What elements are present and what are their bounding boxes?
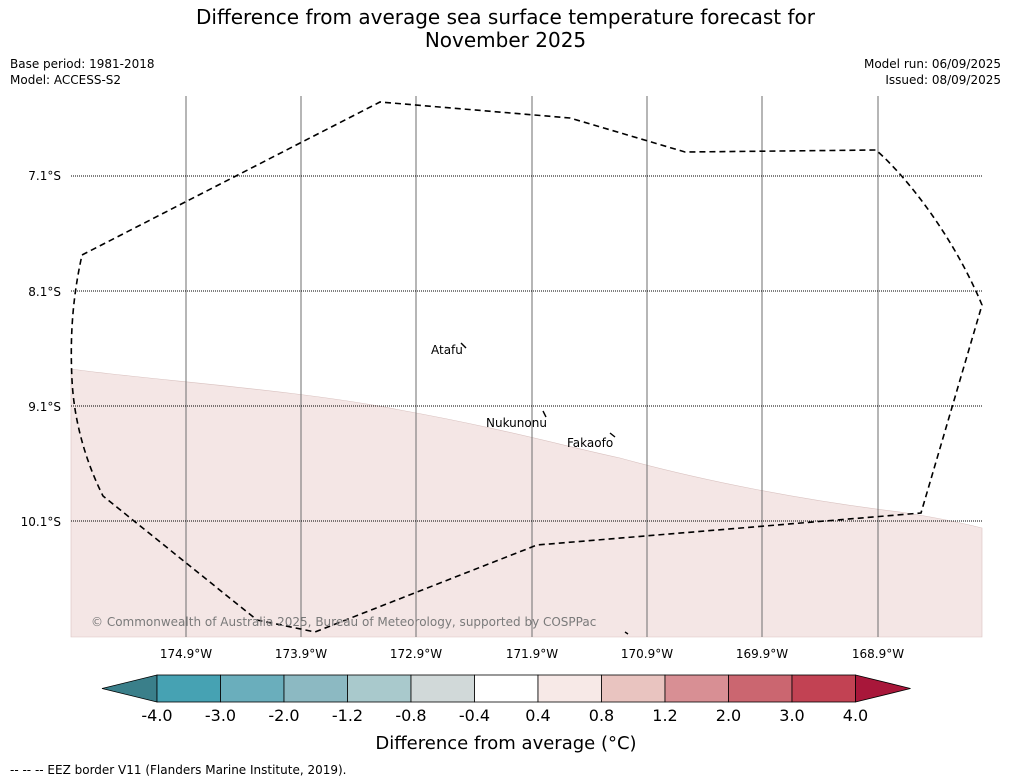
lon-label: 171.9°W xyxy=(506,647,558,661)
colorbar-tick-label: 1.2 xyxy=(652,706,677,725)
colorbar-segment xyxy=(410,674,475,703)
colorbar-segment xyxy=(537,674,602,703)
island-marks xyxy=(460,342,629,635)
title-line-1: Difference from average sea surface temp… xyxy=(195,5,815,29)
colorbar-tick-label: 4.0 xyxy=(843,706,868,725)
colorbar-labels: -4.0 -3.0 -2.0 -1.2 -0.8 -0.4 0.4 0.8 1.2 2.0 3.0 4… xyxy=(141,706,868,725)
colorbar-segment xyxy=(601,674,666,703)
colorbar-tick-label: -0.4 xyxy=(459,706,490,725)
meta-right: Model run: 06/09/2025 Issued: 08/09/2025 xyxy=(864,56,1001,88)
colorbar-segment xyxy=(220,674,285,703)
title-line-2: November 2025 xyxy=(424,28,587,52)
colorbar-title: Difference from average (°C) xyxy=(375,733,636,754)
colorbar-tick-label: -0.8 xyxy=(395,706,426,725)
footer-eez-note: -- -- -- EEZ border V11 (Flanders Marine… xyxy=(10,763,347,777)
lon-label: 168.9°W xyxy=(852,647,904,661)
colorbar xyxy=(101,674,911,703)
anomaly-fill-region xyxy=(70,368,983,638)
swains-mark xyxy=(624,631,629,635)
base-period: Base period: 1981-2018 xyxy=(10,57,155,71)
island-label-fakaofo: Fakaofo xyxy=(567,436,613,450)
lat-label: 9.1°S xyxy=(28,400,61,414)
lon-label: 172.9°W xyxy=(390,647,442,661)
fakaofo-mark xyxy=(609,432,616,438)
copyright-text: © Commonwealth of Australia 2025, Bureau… xyxy=(91,615,596,629)
latitude-labels: 7.1°S 8.1°S 9.1°S 10.1°S xyxy=(21,169,61,529)
colorbar-tick-label: -2.0 xyxy=(268,706,299,725)
lat-label: 7.1°S xyxy=(28,169,61,183)
island-label-nukunonu: Nukunonu xyxy=(486,416,547,430)
island-label-atafu: Atafu xyxy=(431,343,463,357)
colorbar-segment xyxy=(156,674,221,703)
colorbar-extend-low xyxy=(101,674,158,703)
colorbar-segment xyxy=(474,674,539,703)
colorbar-segment xyxy=(283,674,348,703)
colorbar-tick-label: -3.0 xyxy=(205,706,236,725)
meta-left: Base period: 1981-2018 Model: ACCESS-S2 xyxy=(10,56,155,88)
colorbar-tick-label: 3.0 xyxy=(779,706,804,725)
chart-title: Difference from average sea surface temp… xyxy=(0,6,1011,52)
colorbar-tick-label: -1.2 xyxy=(332,706,363,725)
lat-label: 8.1°S xyxy=(28,285,61,299)
colorbar-segment xyxy=(728,674,793,703)
colorbar-segment xyxy=(664,674,729,703)
colorbar-tick-label: 0.4 xyxy=(525,706,550,725)
longitude-labels: 174.9°W 173.9°W 172.9°W 171.9°W 170.9°W … xyxy=(160,647,904,661)
lon-label: 169.9°W xyxy=(736,647,788,661)
issued-date: Issued: 08/09/2025 xyxy=(885,73,1001,87)
atafu-mark xyxy=(460,342,467,349)
colorbar-segment xyxy=(791,674,856,703)
colorbar-tick-label: 0.8 xyxy=(589,706,614,725)
nukunonu-mark xyxy=(542,410,547,418)
model-run: Model run: 06/09/2025 xyxy=(863,57,1001,71)
colorbar-tick-label: -4.0 xyxy=(141,706,172,725)
colorbar-extend-high xyxy=(855,674,911,703)
island-labels: Atafu Nukunonu Fakaofo xyxy=(431,343,613,450)
lon-label: 174.9°W xyxy=(160,647,212,661)
lon-label: 170.9°W xyxy=(621,647,673,661)
lon-label: 173.9°W xyxy=(275,647,327,661)
colorbar-segment xyxy=(347,674,412,703)
colorbar-tick-label: 2.0 xyxy=(716,706,741,725)
lat-label: 10.1°S xyxy=(21,515,61,529)
model-name: Model: ACCESS-S2 xyxy=(10,73,122,87)
